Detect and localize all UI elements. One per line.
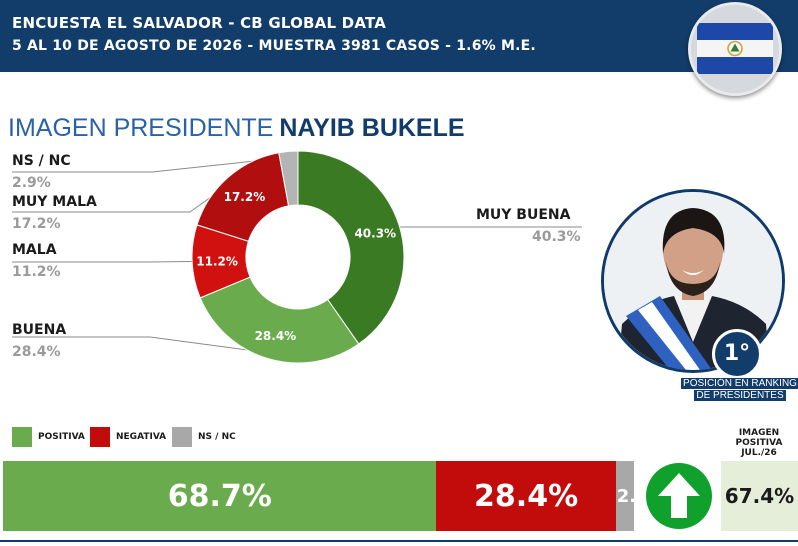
slice-label-mala: 11.2%	[196, 255, 238, 269]
legend-item-positiva: POSITIVA	[12, 427, 85, 447]
previous-image-value: 67.4%	[721, 461, 798, 531]
category-value-buena: 28.4%	[12, 344, 61, 360]
header-banner: ENCUESTA EL SALVADOR - CB GLOBAL DATA 5 …	[0, 0, 798, 72]
bar-label-ns-nc: 2.9%	[616, 485, 634, 507]
category-label-muy-mala: MUY MALA	[12, 194, 97, 210]
category-value-ns-nc: 2.9%	[12, 175, 51, 191]
el-salvador-flag-icon	[688, 2, 782, 96]
category-value-muy-mala: 17.2%	[12, 216, 61, 232]
slice-label-buena: 28.4%	[255, 329, 297, 343]
slice-label-muy-buena: 40.3%	[354, 227, 396, 241]
title-prefix: IMAGEN PRESIDENTE	[8, 114, 274, 142]
ranking-caption-line2: DE PRESIDENTES	[694, 390, 786, 401]
previous-label-line1: IMAGEN	[738, 428, 780, 438]
bar-segment-positiva: 68.7%	[3, 461, 437, 531]
legend-swatch-ns-nc	[172, 427, 192, 447]
previous-image-label: IMAGEN POSITIVA JUL./26	[720, 428, 798, 458]
category-label-muy-buena: MUY BUENA	[476, 207, 571, 223]
legend-swatch-positiva	[12, 427, 32, 447]
survey-title: ENCUESTA EL SALVADOR - CB GLOBAL DATA	[12, 14, 387, 32]
image-stacked-bar: 68.7% 28.4% 2.9%	[3, 461, 634, 531]
bar-label-positiva: 68.7%	[167, 478, 272, 514]
ranking-caption: POSICIÓN EN RANKING DE PRESIDENTES	[680, 378, 798, 402]
category-label-ns-nc: NS / NC	[12, 153, 71, 169]
ranking-caption-line1: POSICIÓN EN RANKING	[681, 378, 798, 389]
legend-item-negativa: NEGATIVA	[90, 427, 166, 447]
bar-segment-negativa: 28.4%	[436, 461, 616, 531]
leader-line-ns-nc	[12, 156, 289, 173]
legend-label-ns-nc: NS / NC	[198, 432, 236, 442]
bottom-divider	[0, 540, 798, 542]
donut-chart: 40.3% 28.4% 11.2% 17.2%	[12, 150, 582, 364]
donut-slice-ns-nc	[278, 150, 299, 207]
leader-line-mala	[12, 260, 199, 263]
donut-slice-muy-buena	[297, 150, 405, 345]
legend-item-ns-nc: NS / NC	[172, 427, 236, 447]
bar-segment-ns-nc: 2.9%	[615, 461, 634, 531]
survey-details: 5 AL 10 DE AGOSTO DE 2026 - MUESTRA 3981…	[12, 38, 536, 54]
previous-label-line2: POSITIVA	[735, 438, 783, 448]
previous-label-line3: JUL./26	[741, 448, 777, 458]
up-arrow-icon	[645, 462, 713, 530]
legend-label-negativa: NEGATIVA	[116, 432, 167, 442]
legend-label-positiva: POSITIVA	[38, 432, 85, 442]
category-label-buena: BUENA	[12, 322, 67, 338]
ranking-badge: 1°	[712, 329, 762, 379]
slice-label-muy-mala: 17.2%	[224, 190, 266, 204]
category-value-mala: 11.2%	[12, 264, 61, 280]
donut-slice-buena	[199, 276, 360, 364]
legend-swatch-negativa	[90, 427, 110, 447]
category-label-mala: MALA	[12, 242, 57, 258]
leader-line-buena	[12, 336, 271, 354]
chart-title: IMAGEN PRESIDENTE NAYIB BUKELE	[8, 114, 465, 143]
category-value-muy-buena: 40.3%	[532, 229, 581, 245]
title-name: NAYIB BUKELE	[279, 114, 465, 142]
bar-label-negativa: 28.4%	[474, 478, 579, 514]
